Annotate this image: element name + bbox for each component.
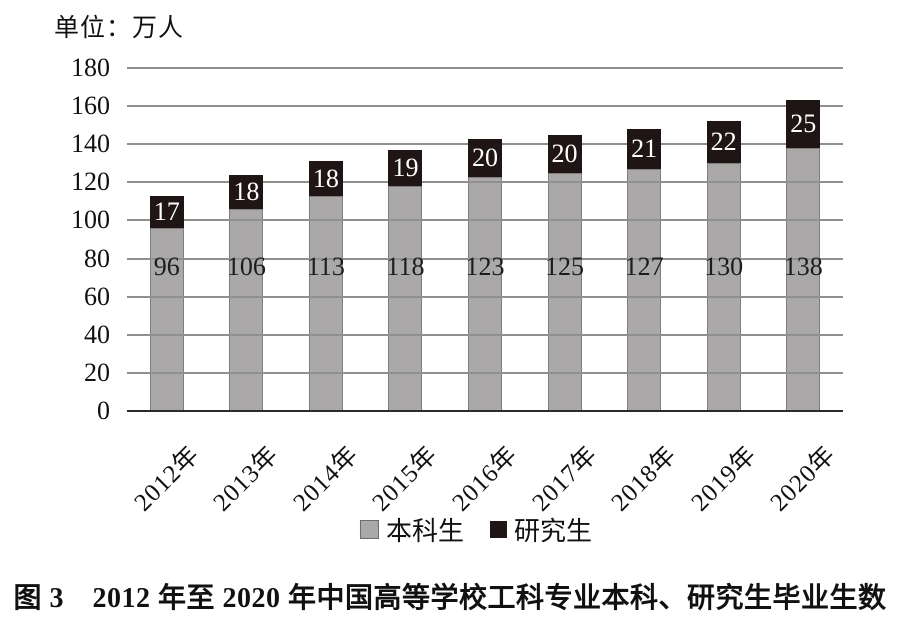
grad-bar-segment-2018年 bbox=[627, 128, 662, 169]
legend: 本科生 研究生 bbox=[359, 511, 592, 548]
gridline-60 bbox=[127, 295, 843, 298]
grad-bar-segment-2012年 bbox=[149, 195, 184, 229]
grad-value-label-2015年: 19 bbox=[392, 153, 419, 183]
grad-value-label-2014年: 18 bbox=[312, 163, 339, 193]
grad-bar-segment-2020年 bbox=[786, 100, 821, 149]
grad-value-label-2019年: 22 bbox=[710, 127, 737, 157]
y-tick-label-140: 140 bbox=[71, 129, 110, 159]
grad-bar-segment-2013年 bbox=[229, 174, 264, 210]
legend-label: 本科生 bbox=[385, 517, 464, 546]
legend-swatch-icon bbox=[490, 521, 507, 538]
y-tick-label-180: 180 bbox=[71, 53, 110, 82]
x-tick-label-2018年: 2018年 bbox=[606, 440, 683, 517]
x-tick-label-2013年: 2013年 bbox=[208, 440, 285, 517]
x-axis-line bbox=[127, 410, 843, 412]
x-tick-label-2012年: 2012年 bbox=[129, 440, 205, 517]
gridline-180 bbox=[127, 67, 843, 69]
grad-bar-segment-2016年 bbox=[468, 138, 502, 177]
x-tick-label-2015年: 2015年 bbox=[367, 440, 444, 517]
undergrad-bar-segment-2016年 bbox=[468, 176, 502, 411]
y-tick-label-20: 20 bbox=[84, 357, 110, 387]
grad-value-label-2013年: 18 bbox=[233, 176, 260, 206]
figure-caption: 图 3 2012 年至 2020 年中国高等学校工科专业本科、研究生毕业生数 bbox=[13, 583, 887, 614]
legend-item-本科生: 本科生 bbox=[359, 511, 464, 548]
x-tick-label-2019年: 2019年 bbox=[686, 440, 762, 517]
unit-label: 单位：万人 bbox=[54, 15, 185, 42]
grad-value-label-2020年: 25 bbox=[790, 109, 817, 139]
undergrad-bar-segment-2014年 bbox=[308, 195, 343, 411]
undergrad-value-label-2020年: 138 bbox=[783, 252, 823, 281]
undergrad-value-label-2014年: 113 bbox=[306, 252, 345, 281]
grad-value-label-2017年: 20 bbox=[551, 138, 578, 168]
grad-value-label-2018年: 21 bbox=[631, 133, 658, 163]
legend-swatch-icon bbox=[359, 520, 379, 539]
y-tick-label-80: 80 bbox=[84, 243, 110, 273]
grad-value-label-2012年: 17 bbox=[153, 196, 180, 226]
undergrad-bar-segment-2018年 bbox=[627, 169, 662, 411]
grad-value-label-2016年: 20 bbox=[472, 142, 498, 172]
undergrad-value-label-2015年: 118 bbox=[386, 252, 425, 281]
grad-bar-segment-2014年 bbox=[308, 161, 343, 196]
x-tick-label-2016年: 2016年 bbox=[447, 440, 524, 517]
grad-bar-segment-2017年 bbox=[547, 134, 582, 173]
x-tick-label-2020年: 2020年 bbox=[765, 440, 842, 517]
gridline-80 bbox=[127, 257, 843, 260]
gridline-20 bbox=[127, 371, 843, 374]
undergrad-value-label-2013年: 106 bbox=[226, 252, 266, 281]
undergrad-bar-segment-2013年 bbox=[229, 209, 264, 411]
grad-bar-segment-2019年 bbox=[706, 121, 741, 164]
y-tick-label-0: 0 bbox=[97, 396, 110, 425]
undergrad-value-label-2018年: 127 bbox=[624, 252, 664, 281]
undergrad-bar-segment-2019年 bbox=[706, 163, 741, 411]
gridline-40 bbox=[127, 333, 843, 336]
y-tick-label-100: 100 bbox=[71, 205, 110, 235]
undergrad-bar-segment-2017年 bbox=[547, 172, 582, 411]
undergrad-value-label-2019年: 130 bbox=[704, 252, 744, 281]
gridline-100 bbox=[127, 219, 843, 222]
y-tick-label-60: 60 bbox=[84, 281, 110, 311]
undergrad-value-label-2012年: 96 bbox=[153, 252, 180, 281]
plot-area: 96 17 106 18 113 18 118 19 123 20 125 20 127 21 130 22 1… bbox=[127, 67, 843, 412]
gridline-120 bbox=[127, 181, 843, 184]
undergrad-value-label-2017年: 125 bbox=[545, 252, 585, 281]
legend-label: 研究生 bbox=[514, 517, 593, 546]
undergrad-value-label-2016年: 123 bbox=[465, 252, 505, 281]
legend-item-研究生: 研究生 bbox=[490, 511, 592, 548]
grad-bar-segment-2015年 bbox=[388, 149, 423, 187]
gridline-160 bbox=[127, 105, 843, 108]
y-tick-label-120: 120 bbox=[71, 167, 110, 197]
x-tick-label-2014年: 2014年 bbox=[288, 440, 364, 517]
y-tick-label-40: 40 bbox=[84, 319, 110, 349]
y-tick-label-160: 160 bbox=[71, 91, 110, 121]
undergrad-bar-segment-2020年 bbox=[786, 148, 821, 411]
x-tick-label-2017年: 2017年 bbox=[526, 440, 603, 517]
